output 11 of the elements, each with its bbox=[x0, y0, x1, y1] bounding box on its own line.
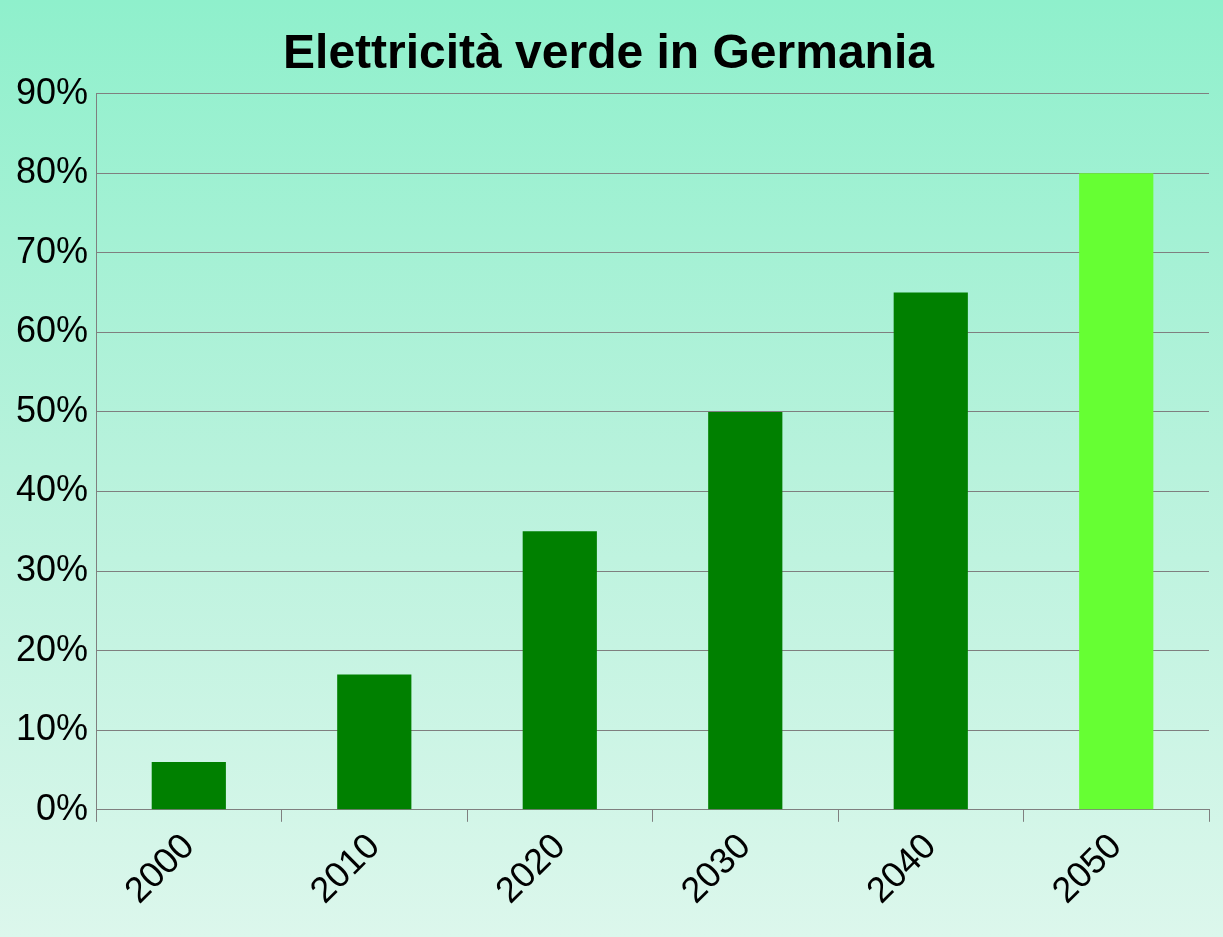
y-tick-label: 20% bbox=[15, 627, 89, 669]
y-tick-label: 50% bbox=[15, 388, 89, 430]
y-tick-label: 30% bbox=[15, 548, 89, 589]
y-tick-label: 40% bbox=[15, 468, 89, 510]
y-tick-label: 90% bbox=[15, 70, 89, 112]
y-tick-label: 70% bbox=[15, 229, 89, 271]
chart-title: Elettricità verde in Germania bbox=[283, 25, 935, 79]
y-tick-label: 80% bbox=[15, 150, 89, 192]
y-tick-label: 60% bbox=[15, 309, 89, 351]
y-tick-label: 10% bbox=[15, 707, 89, 749]
y-tick-label: 0% bbox=[36, 786, 89, 828]
